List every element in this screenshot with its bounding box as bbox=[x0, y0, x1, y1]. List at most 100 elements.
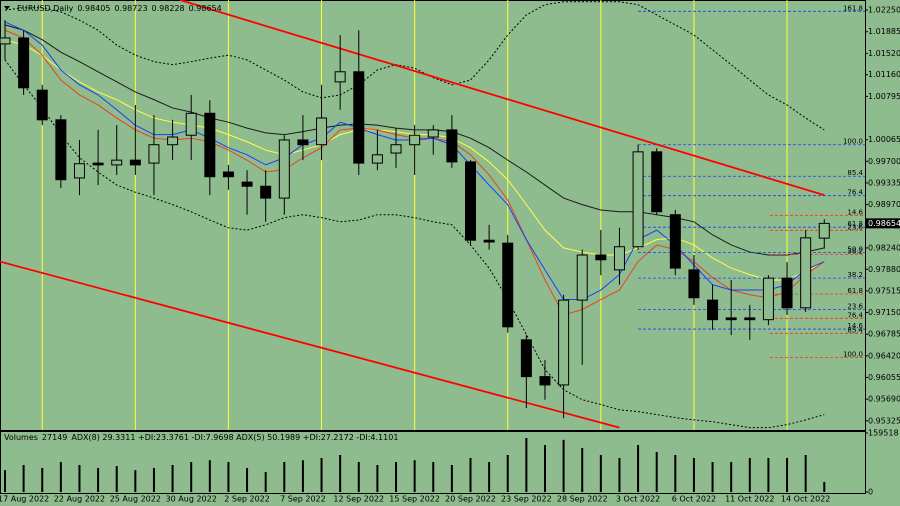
fib-label: 23.6 bbox=[847, 303, 863, 311]
candle-body bbox=[762, 277, 774, 321]
y-tick-label: 0.95325 bbox=[868, 416, 900, 425]
fib-label: 61.8 bbox=[847, 220, 863, 228]
candle-body bbox=[651, 151, 663, 213]
main-plot-frame bbox=[0, 0, 866, 431]
fib-label: 76.4 bbox=[847, 311, 863, 319]
indicator-line bbox=[4, 1, 825, 131]
candle-body bbox=[707, 299, 719, 321]
candle-body bbox=[55, 119, 67, 181]
fib-label: 14.6 bbox=[847, 208, 863, 216]
x-tick-label: 23 Sep 2022 bbox=[501, 495, 552, 504]
chart-header: EURUSD,Daily 0.98405 0.98723 0.98228 0.98654 bbox=[17, 4, 222, 13]
y-tick-label: 1.02250 bbox=[868, 6, 900, 15]
y-tick-label: 0.97515 bbox=[868, 286, 900, 295]
candle-body bbox=[371, 154, 383, 164]
candle-body bbox=[446, 129, 458, 163]
candle-body bbox=[353, 71, 365, 164]
candle-body bbox=[18, 37, 30, 89]
candle-body bbox=[725, 317, 737, 321]
y-tick-label: 0.99700 bbox=[868, 157, 900, 166]
y-tick-label: 0.96785 bbox=[868, 330, 900, 339]
y-tick-label: 0.98970 bbox=[868, 200, 900, 209]
symbol: EURUSD,Daily bbox=[17, 4, 74, 13]
last-price-label: 0.98654 bbox=[868, 219, 900, 228]
header-low: 0.98228 bbox=[152, 4, 185, 13]
candle-body bbox=[92, 162, 104, 166]
y-tick-label: 1.01160 bbox=[868, 70, 900, 79]
header-high: 0.98723 bbox=[114, 4, 147, 13]
candle-body bbox=[502, 242, 514, 328]
x-tick-label: 11 Oct 2022 bbox=[725, 495, 774, 504]
fib-label: 100.0 bbox=[843, 138, 863, 146]
volume-tick-label: 159518 bbox=[868, 429, 899, 438]
trend-line bbox=[179, 0, 825, 196]
candle-body bbox=[185, 112, 197, 136]
candle-body bbox=[558, 299, 570, 386]
fib-label: 14.6 bbox=[847, 322, 863, 330]
y-tick-label: 0.98240 bbox=[868, 243, 900, 252]
fib-label: 23.6 bbox=[847, 223, 863, 231]
fib-label: 38.2 bbox=[847, 271, 863, 279]
fib-label: 100.0 bbox=[843, 351, 863, 359]
x-tick-label: 22 Aug 2022 bbox=[54, 495, 105, 504]
x-tick-label: 20 Sep 2022 bbox=[445, 495, 496, 504]
candle-body bbox=[818, 222, 830, 239]
x-tick-label: 28 Sep 2022 bbox=[557, 495, 608, 504]
y-tick-label: 0.99335 bbox=[868, 178, 900, 187]
y-tick-label: 1.01520 bbox=[868, 49, 900, 58]
candle-body bbox=[632, 151, 644, 248]
candle-body bbox=[241, 181, 253, 187]
candle-body bbox=[613, 246, 625, 271]
fib-label: 85.4 bbox=[847, 169, 863, 177]
candle-body bbox=[520, 339, 532, 378]
candle-body bbox=[297, 139, 309, 146]
x-tick-label: 14 Oct 2022 bbox=[781, 495, 830, 504]
x-tick-label: 7 Sep 2022 bbox=[280, 495, 326, 504]
x-tick-label: 15 Sep 2022 bbox=[389, 495, 440, 504]
candle-body bbox=[688, 269, 700, 299]
candle-body bbox=[111, 159, 123, 166]
last-price-box bbox=[866, 218, 900, 229]
symbol-icon bbox=[4, 6, 10, 10]
y-tick-label: 0.97880 bbox=[868, 265, 900, 274]
candle-body bbox=[595, 254, 607, 261]
y-tick-label: 0.95690 bbox=[868, 395, 900, 404]
volume-tick-label: 0 bbox=[868, 488, 873, 497]
fib-label: 61.8 bbox=[847, 287, 863, 295]
candle-body bbox=[36, 89, 48, 121]
y-tick-label: 0.96055 bbox=[868, 373, 900, 382]
x-tick-label: 6 Oct 2022 bbox=[672, 495, 716, 504]
x-tick-label: 12 Sep 2022 bbox=[333, 495, 384, 504]
fib-label: 50.0 bbox=[847, 246, 863, 254]
candle-body bbox=[167, 136, 179, 146]
x-tick-label: 17 Aug 2022 bbox=[0, 495, 49, 504]
y-tick-label: 1.01885 bbox=[868, 27, 900, 36]
volume-label: Volumes bbox=[4, 433, 38, 442]
y-tick-label: 0.97150 bbox=[868, 308, 900, 317]
adx-text: ADX(8) 29.3311 +DI:23.3761 -DI:7.9698 AD… bbox=[71, 433, 398, 442]
fib-label: 85.4 bbox=[847, 326, 863, 334]
candle-body bbox=[334, 71, 346, 83]
fib-label: 38.2 bbox=[847, 248, 863, 256]
candle-body bbox=[73, 163, 85, 179]
x-tick-label: 25 Aug 2022 bbox=[110, 495, 161, 504]
volume-last: 27149 bbox=[42, 433, 67, 442]
candle-body bbox=[260, 185, 272, 199]
x-tick-label: 30 Aug 2022 bbox=[166, 495, 217, 504]
volume-header: Volumes 27149 ADX(8) 29.3311 +DI:23.3761 -… bbox=[4, 433, 398, 442]
candle-body bbox=[222, 171, 234, 178]
candle-body bbox=[148, 144, 160, 164]
candle-body bbox=[204, 112, 216, 178]
x-tick-label: 2 Sep 2022 bbox=[224, 495, 270, 504]
candle-body bbox=[465, 161, 476, 241]
candle-body bbox=[800, 237, 812, 309]
fib-label: 76.4 bbox=[847, 189, 863, 197]
trend-line bbox=[0, 260, 620, 429]
fib-label: 161.8 bbox=[843, 4, 863, 12]
candle-body bbox=[0, 37, 11, 45]
volume-plot-frame bbox=[0, 431, 866, 494]
header-close: 0.98654 bbox=[189, 4, 222, 13]
x-tick-label: 3 Oct 2022 bbox=[616, 495, 660, 504]
candle-body bbox=[316, 117, 328, 146]
